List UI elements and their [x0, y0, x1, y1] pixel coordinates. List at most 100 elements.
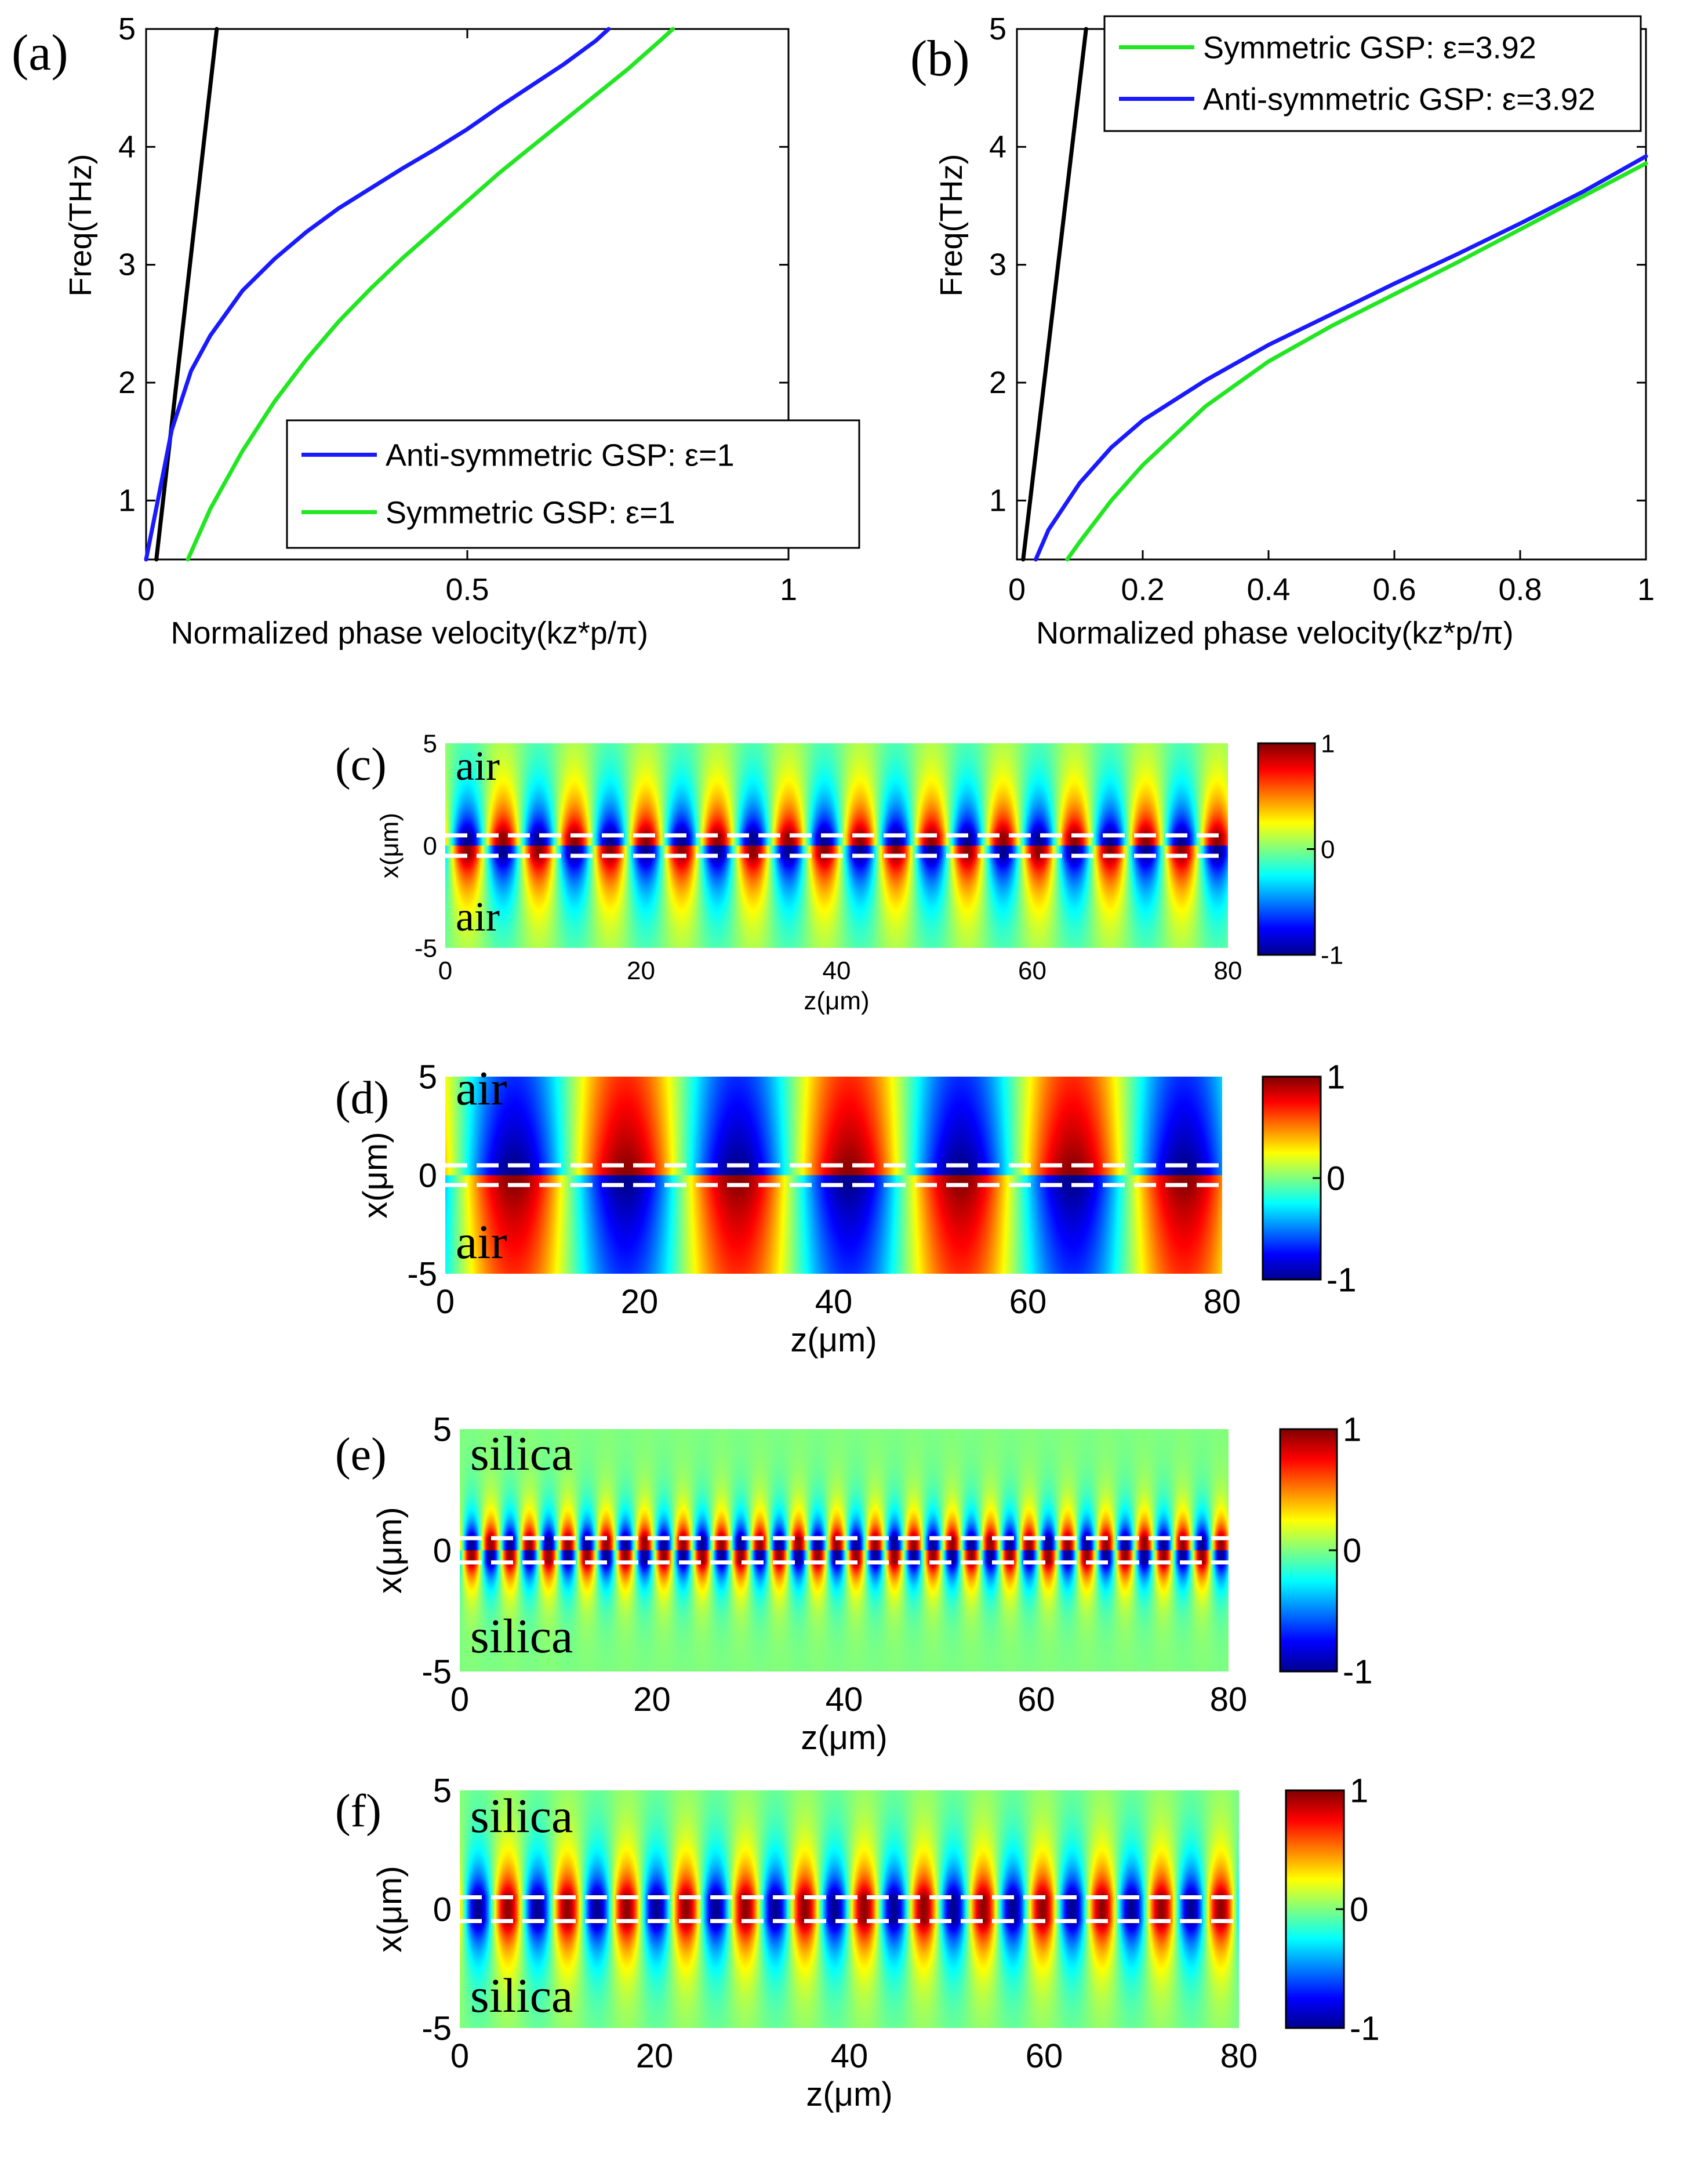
- legend-box: [1103, 15, 1642, 132]
- y-tick-label: -5: [415, 934, 437, 962]
- y-tick-label: 0: [423, 832, 437, 860]
- y-tick-label: -5: [421, 1653, 452, 1691]
- y-tick-label: 3: [118, 248, 136, 282]
- x-tick-label: 20: [621, 1283, 659, 1321]
- legend-entry: Anti-symmetric GSP: ε=1: [386, 438, 735, 473]
- x-tick-label: 0: [450, 1681, 469, 1718]
- x-tick-label: 20: [636, 2037, 674, 2075]
- x-tick-label: 1: [1637, 572, 1655, 607]
- colorbar-tick-label: 1: [1343, 1411, 1361, 1448]
- colorbar: [1285, 1789, 1345, 2029]
- x-tick-label: 20: [627, 957, 655, 985]
- colorbar-tick-label: 0: [1321, 835, 1335, 864]
- y-tick-label: 5: [433, 1772, 452, 1809]
- y-tick-label: 0: [433, 1532, 452, 1569]
- y-axis-label: x(μm): [357, 1132, 394, 1218]
- x-tick-label: 0: [438, 957, 452, 985]
- y-tick-label: 5: [433, 1411, 452, 1448]
- x-tick-label: 1: [780, 572, 797, 607]
- panel-label: (e): [335, 1429, 387, 1480]
- y-axis-label: Freq(THz): [934, 154, 969, 297]
- panel-label: (f): [335, 1786, 381, 1837]
- y-tick-label: 5: [989, 12, 1006, 46]
- y-tick-label: 0: [419, 1157, 437, 1194]
- panel-f: 0 20 40 60 80-505z(μm)x(μm)silicasilica-101(…: [335, 1772, 1380, 2113]
- x-axis-label: Normalized phase velocity(kz*p/π): [170, 616, 648, 650]
- colorbar-tick-label: 1: [1327, 1058, 1345, 1096]
- x-axis-label: z(μm): [790, 1321, 877, 1359]
- light-line: [154, 27, 219, 562]
- colorbar-tick-label: 0: [1350, 1891, 1368, 1928]
- x-axis-label: z(μm): [801, 1719, 887, 1757]
- field-map: [460, 1790, 1239, 2028]
- panel-e: 0 20 40 60 80-505z(μm)x(μm)silicasilica-101(…: [335, 1411, 1373, 1757]
- colorbar: [1279, 1428, 1338, 1673]
- colorbar-tick-label: 1: [1321, 729, 1335, 758]
- medium-label-top: air: [456, 743, 500, 789]
- y-axis-label: x(μm): [371, 1866, 409, 1952]
- medium-label-bottom: air: [456, 893, 500, 940]
- colorbar-tick-label: -1: [1321, 941, 1343, 969]
- panel-label: (d): [335, 1073, 389, 1124]
- colorbar-tick-label: 0: [1343, 1532, 1361, 1569]
- legend-box: [286, 419, 860, 549]
- y-tick-label: 5: [419, 1058, 437, 1096]
- y-axis-label: Freq(THz): [63, 154, 98, 297]
- x-tick-label: 0: [450, 2037, 469, 2075]
- medium-label-top: silica: [470, 1789, 573, 1843]
- x-axis-label: z(μm): [806, 2076, 892, 2113]
- medium-label-top: silica: [470, 1427, 573, 1481]
- field-map: [445, 1077, 1222, 1274]
- panel-b: 0 0.2 0.4 0.6 0.8 1 1 2 3 4 5 Normalized phase velo…: [910, 12, 1655, 650]
- medium-label-bottom: silica: [470, 1969, 573, 2023]
- y-tick-label: 3: [989, 248, 1006, 282]
- panel-label: (a): [12, 25, 68, 81]
- panel-label: (c): [335, 739, 387, 790]
- x-tick-label: 80: [1214, 957, 1242, 985]
- colorbar-tick-label: -1: [1343, 1653, 1373, 1691]
- y-axis-label: x(μm): [371, 1507, 409, 1593]
- y-tick-label: 4: [118, 129, 136, 164]
- x-axis-label: z(μm): [804, 987, 869, 1015]
- y-tick-label: 1: [989, 483, 1006, 518]
- legend-entry: Symmetric GSP: ε=3.92: [1203, 30, 1536, 65]
- x-tick-label: 0.6: [1372, 572, 1416, 607]
- colorbar: [1262, 1075, 1322, 1281]
- medium-label-top: air: [456, 1062, 507, 1115]
- x-tick-label: 0.4: [1247, 572, 1290, 607]
- medium-label-bottom: air: [456, 1215, 507, 1269]
- series-line-anti-symmetric: [144, 27, 611, 562]
- y-tick-label: 5: [118, 12, 136, 46]
- y-tick-label: 4: [989, 129, 1006, 164]
- legend: Anti-symmetric GSP: ε=1 Symmetric GSP: ε=…: [286, 419, 860, 549]
- colorbar-tick-label: -1: [1327, 1261, 1357, 1299]
- y-tick-label: 2: [118, 365, 136, 400]
- colorbar-tick-label: -1: [1350, 2009, 1380, 2047]
- legend-entry: Symmetric GSP: ε=1: [386, 495, 675, 530]
- x-tick-label: 40: [823, 957, 851, 985]
- series-line-symmetric: [1065, 161, 1648, 562]
- field-map: [460, 1429, 1229, 1671]
- medium-label-bottom: silica: [470, 1609, 573, 1663]
- x-tick-label: 80: [1204, 1283, 1241, 1321]
- x-tick-label: 0: [1008, 572, 1026, 607]
- x-tick-label: 60: [1017, 1681, 1055, 1718]
- x-tick-label: 0.8: [1498, 572, 1542, 607]
- field-map: [445, 743, 1228, 948]
- x-tick-label: 0.2: [1121, 572, 1164, 607]
- legend: Symmetric GSP: ε=3.92 Anti-symmetric GSP:…: [1103, 15, 1642, 132]
- x-axis-label: Normalized phase velocity(kz*p/π): [1036, 616, 1514, 650]
- panel-label: (b): [910, 31, 970, 87]
- y-tick-label: 1: [118, 483, 136, 518]
- x-tick-label: 40: [831, 2037, 868, 2075]
- x-tick-label: 40: [826, 1681, 863, 1718]
- x-tick-label: 60: [1009, 1283, 1047, 1321]
- series-line-anti-symmetric: [1034, 154, 1648, 562]
- series-line-symmetric: [186, 27, 675, 562]
- x-tick-label: 0: [436, 1283, 455, 1321]
- y-axis-label: x(μm): [375, 813, 404, 878]
- x-tick-label: 60: [1018, 957, 1046, 985]
